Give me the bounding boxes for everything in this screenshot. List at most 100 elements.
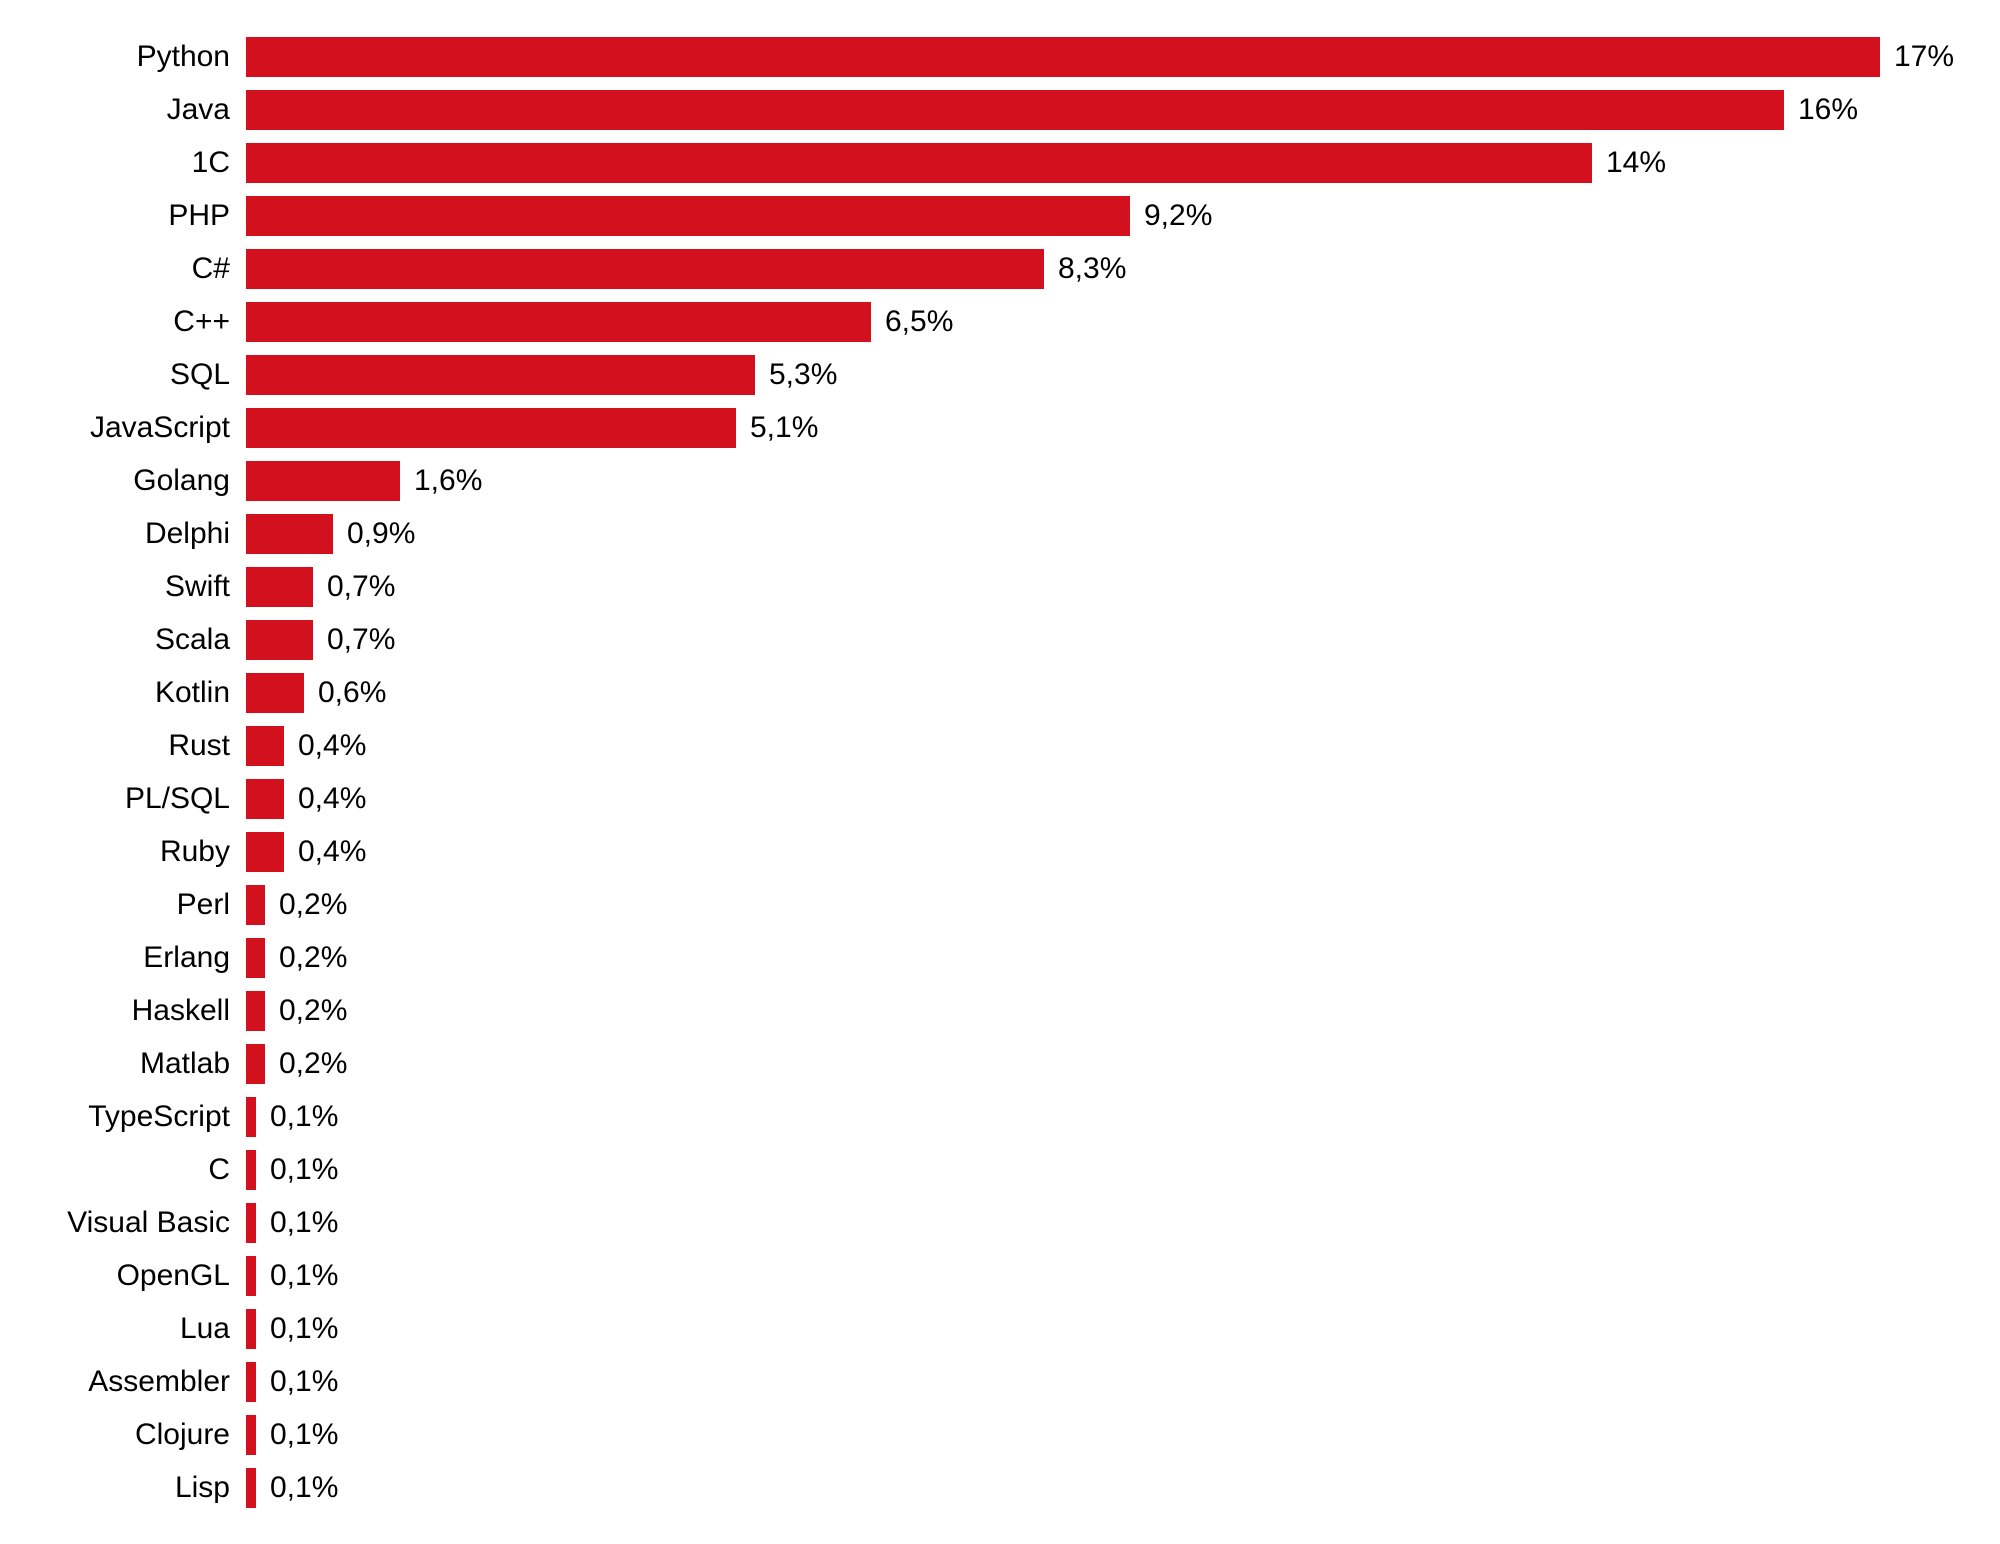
bar-label: JavaScript bbox=[60, 411, 246, 445]
bar-value: 14% bbox=[1592, 146, 1666, 180]
bar bbox=[246, 673, 304, 713]
bar-label: Ruby bbox=[60, 835, 246, 869]
bar-area: 0,1% bbox=[246, 1150, 1880, 1190]
bar bbox=[246, 1044, 265, 1084]
bar-area: 6,5% bbox=[246, 302, 1880, 342]
bar-row: Clojure 0,1% bbox=[60, 1408, 1880, 1461]
bar-row: Delphi 0,9% bbox=[60, 507, 1880, 560]
bar-area: 0,4% bbox=[246, 726, 1880, 766]
bar-value: 0,1% bbox=[256, 1418, 338, 1452]
bar-label: Swift bbox=[60, 570, 246, 604]
bar-area: 0,2% bbox=[246, 938, 1880, 978]
bar-label: PHP bbox=[60, 199, 246, 233]
bar bbox=[246, 1150, 256, 1190]
bar-area: 0,1% bbox=[246, 1256, 1880, 1296]
bar-label: Haskell bbox=[60, 994, 246, 1028]
bar-row: C#8,3% bbox=[60, 242, 1880, 295]
bar bbox=[246, 832, 284, 872]
bar-row: Matlab 0,2% bbox=[60, 1037, 1880, 1090]
bar-value: 1,6% bbox=[400, 464, 482, 498]
bar bbox=[246, 938, 265, 978]
bar-area: 5,3% bbox=[246, 355, 1880, 395]
bar-value: 0,2% bbox=[265, 888, 347, 922]
bar-value: 17% bbox=[1880, 40, 1954, 74]
bar-row: Rust0,4% bbox=[60, 719, 1880, 772]
bar-area: 17% bbox=[246, 37, 1954, 77]
bar bbox=[246, 885, 265, 925]
bar-label: Java bbox=[60, 93, 246, 127]
bar-row: Haskell 0,2% bbox=[60, 984, 1880, 1037]
bar-label: Kotlin bbox=[60, 676, 246, 710]
bar-value: 0,1% bbox=[256, 1153, 338, 1187]
bar-area: 0,1% bbox=[246, 1203, 1880, 1243]
bar-row: Perl0,2% bbox=[60, 878, 1880, 931]
bar-row: Ruby0,4% bbox=[60, 825, 1880, 878]
bar-label: Scala bbox=[60, 623, 246, 657]
bar-row: Python17% bbox=[60, 30, 1880, 83]
bar bbox=[246, 1415, 256, 1455]
bar-area: 0,1% bbox=[246, 1362, 1880, 1402]
bar-label: SQL bbox=[60, 358, 246, 392]
bar-row: Assembler0,1% bbox=[60, 1355, 1880, 1408]
bar-row: Erlang 0,2% bbox=[60, 931, 1880, 984]
bar-area: 9,2% bbox=[246, 196, 1880, 236]
bar-label: 1C bbox=[60, 146, 246, 180]
bar-area: 0,4% bbox=[246, 779, 1880, 819]
bar-value: 0,2% bbox=[265, 941, 347, 975]
bar bbox=[246, 355, 755, 395]
bar-value: 9,2% bbox=[1130, 199, 1212, 233]
bar-label: Delphi bbox=[60, 517, 246, 551]
bar-value: 0,2% bbox=[265, 1047, 347, 1081]
bar-row: TypeScript0,1% bbox=[60, 1090, 1880, 1143]
bar-label: Clojure bbox=[60, 1418, 246, 1452]
bar bbox=[246, 302, 871, 342]
bar-area: 8,3% bbox=[246, 249, 1880, 289]
bar-value: 0,7% bbox=[313, 623, 395, 657]
bar bbox=[246, 461, 400, 501]
bar bbox=[246, 620, 313, 660]
bar-area: 0,7% bbox=[246, 620, 1880, 660]
bar bbox=[246, 1362, 256, 1402]
bar-row: C++6,5% bbox=[60, 295, 1880, 348]
bar bbox=[246, 1309, 256, 1349]
bar-row: Golang1,6% bbox=[60, 454, 1880, 507]
bar-area: 0,1% bbox=[246, 1097, 1880, 1137]
bar-value: 0,6% bbox=[304, 676, 386, 710]
bar-value: 0,2% bbox=[265, 994, 347, 1028]
bar bbox=[246, 249, 1044, 289]
bar bbox=[246, 1468, 256, 1508]
bar bbox=[246, 37, 1880, 77]
bar-area: 1,6% bbox=[246, 461, 1880, 501]
bar-value: 0,1% bbox=[256, 1259, 338, 1293]
bar-label: Erlang bbox=[60, 941, 246, 975]
bar-row: SQL 5,3% bbox=[60, 348, 1880, 401]
bar-value: 0,1% bbox=[256, 1100, 338, 1134]
bar-label: Matlab bbox=[60, 1047, 246, 1081]
bar-area: 0,2% bbox=[246, 885, 1880, 925]
bar-area: 0,6% bbox=[246, 673, 1880, 713]
bar-label: Lisp bbox=[60, 1471, 246, 1505]
bar-label: Python bbox=[60, 40, 246, 74]
bar-area: 0,2% bbox=[246, 991, 1880, 1031]
bar-area: 0,2% bbox=[246, 1044, 1880, 1084]
bar-area: 0,1% bbox=[246, 1415, 1880, 1455]
bar-label: Assembler bbox=[60, 1365, 246, 1399]
bar-value: 0,9% bbox=[333, 517, 415, 551]
bar-row: Lua0,1% bbox=[60, 1302, 1880, 1355]
bar bbox=[246, 514, 333, 554]
bar-row: OpenGL0,1% bbox=[60, 1249, 1880, 1302]
bar-value: 5,3% bbox=[755, 358, 837, 392]
bar-area: 0,1% bbox=[246, 1309, 1880, 1349]
bar bbox=[246, 991, 265, 1031]
bar-value: 5,1% bbox=[736, 411, 818, 445]
bar-area: 16% bbox=[246, 90, 1880, 130]
bar-row: Scala 0,7% bbox=[60, 613, 1880, 666]
bar-value: 16% bbox=[1784, 93, 1858, 127]
bar-row: 1C 14% bbox=[60, 136, 1880, 189]
bar bbox=[246, 408, 736, 448]
bar-value: 0,1% bbox=[256, 1312, 338, 1346]
bar bbox=[246, 90, 1784, 130]
bar-area: 5,1% bbox=[246, 408, 1880, 448]
bar-label: C++ bbox=[60, 305, 246, 339]
bar bbox=[246, 1203, 256, 1243]
